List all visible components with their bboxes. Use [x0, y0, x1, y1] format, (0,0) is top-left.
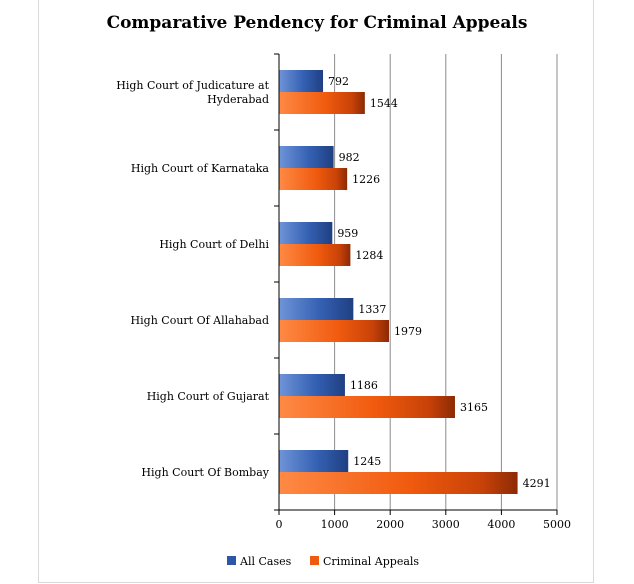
- category-label: Hyderabad: [207, 93, 269, 106]
- legend-label: Criminal Appeals: [323, 555, 419, 568]
- x-tick-label: 4000: [487, 518, 515, 531]
- category-label: High Court of Karnataka: [131, 162, 270, 175]
- chart-frame: Comparative Pendency for Criminal Appeal…: [38, 0, 594, 583]
- data-label: 1544: [370, 97, 398, 110]
- x-tick-label: 2000: [376, 518, 404, 531]
- bar-criminal-appeals: [279, 396, 455, 418]
- bar-all-cases: [279, 146, 334, 168]
- bar-all-cases: [279, 298, 354, 320]
- bar-criminal-appeals: [279, 472, 518, 494]
- data-label: 982: [339, 151, 360, 164]
- data-label: 1337: [358, 303, 386, 316]
- data-label: 1284: [355, 249, 383, 262]
- data-label: 792: [328, 75, 349, 88]
- chart-title: Comparative Pendency for Criminal Appeal…: [107, 13, 528, 33]
- x-tick-label: 1000: [321, 518, 349, 531]
- legend-swatch: [227, 556, 236, 565]
- bar-criminal-appeals: [279, 320, 390, 342]
- legend-swatch: [310, 556, 319, 565]
- category-label: High Court of Judicature at: [116, 79, 269, 92]
- category-label: High Court of Delhi: [159, 238, 269, 251]
- x-tick-label: 5000: [543, 518, 571, 531]
- category-label: High Court Of Bombay: [141, 466, 269, 479]
- axis: 0 1000 2000 3000 4000 5000: [274, 53, 571, 531]
- data-label: 4291: [523, 477, 551, 490]
- bar-chart: Comparative Pendency for Criminal Appeal…: [107, 13, 571, 568]
- legend-label: All Cases: [239, 555, 292, 568]
- data-label: 959: [337, 227, 358, 240]
- x-tick-label: 3000: [432, 518, 460, 531]
- data-label: 1245: [353, 455, 381, 468]
- bar-all-cases: [279, 70, 324, 92]
- data-label: 3165: [460, 401, 488, 414]
- data-label: 1979: [394, 325, 422, 338]
- bar-criminal-appeals: [279, 92, 365, 114]
- bar-all-cases: [279, 374, 345, 396]
- data-label: 1226: [352, 173, 380, 186]
- bar-all-cases: [279, 450, 349, 472]
- bar-all-cases: [279, 222, 333, 244]
- data-label: 1186: [350, 379, 378, 392]
- grid: [334, 54, 558, 510]
- x-tick-label: 0: [276, 518, 283, 531]
- bar-criminal-appeals: [279, 168, 348, 190]
- bar-criminal-appeals: [279, 244, 351, 266]
- category-label: High Court Of Allahabad: [131, 314, 269, 327]
- bars: 792 1544 982 1226 959 1284 1337 1979 1186 3165 124…: [279, 70, 551, 494]
- legend: All Cases Criminal Appeals: [227, 555, 419, 568]
- category-label: High Court of Gujarat: [147, 390, 270, 403]
